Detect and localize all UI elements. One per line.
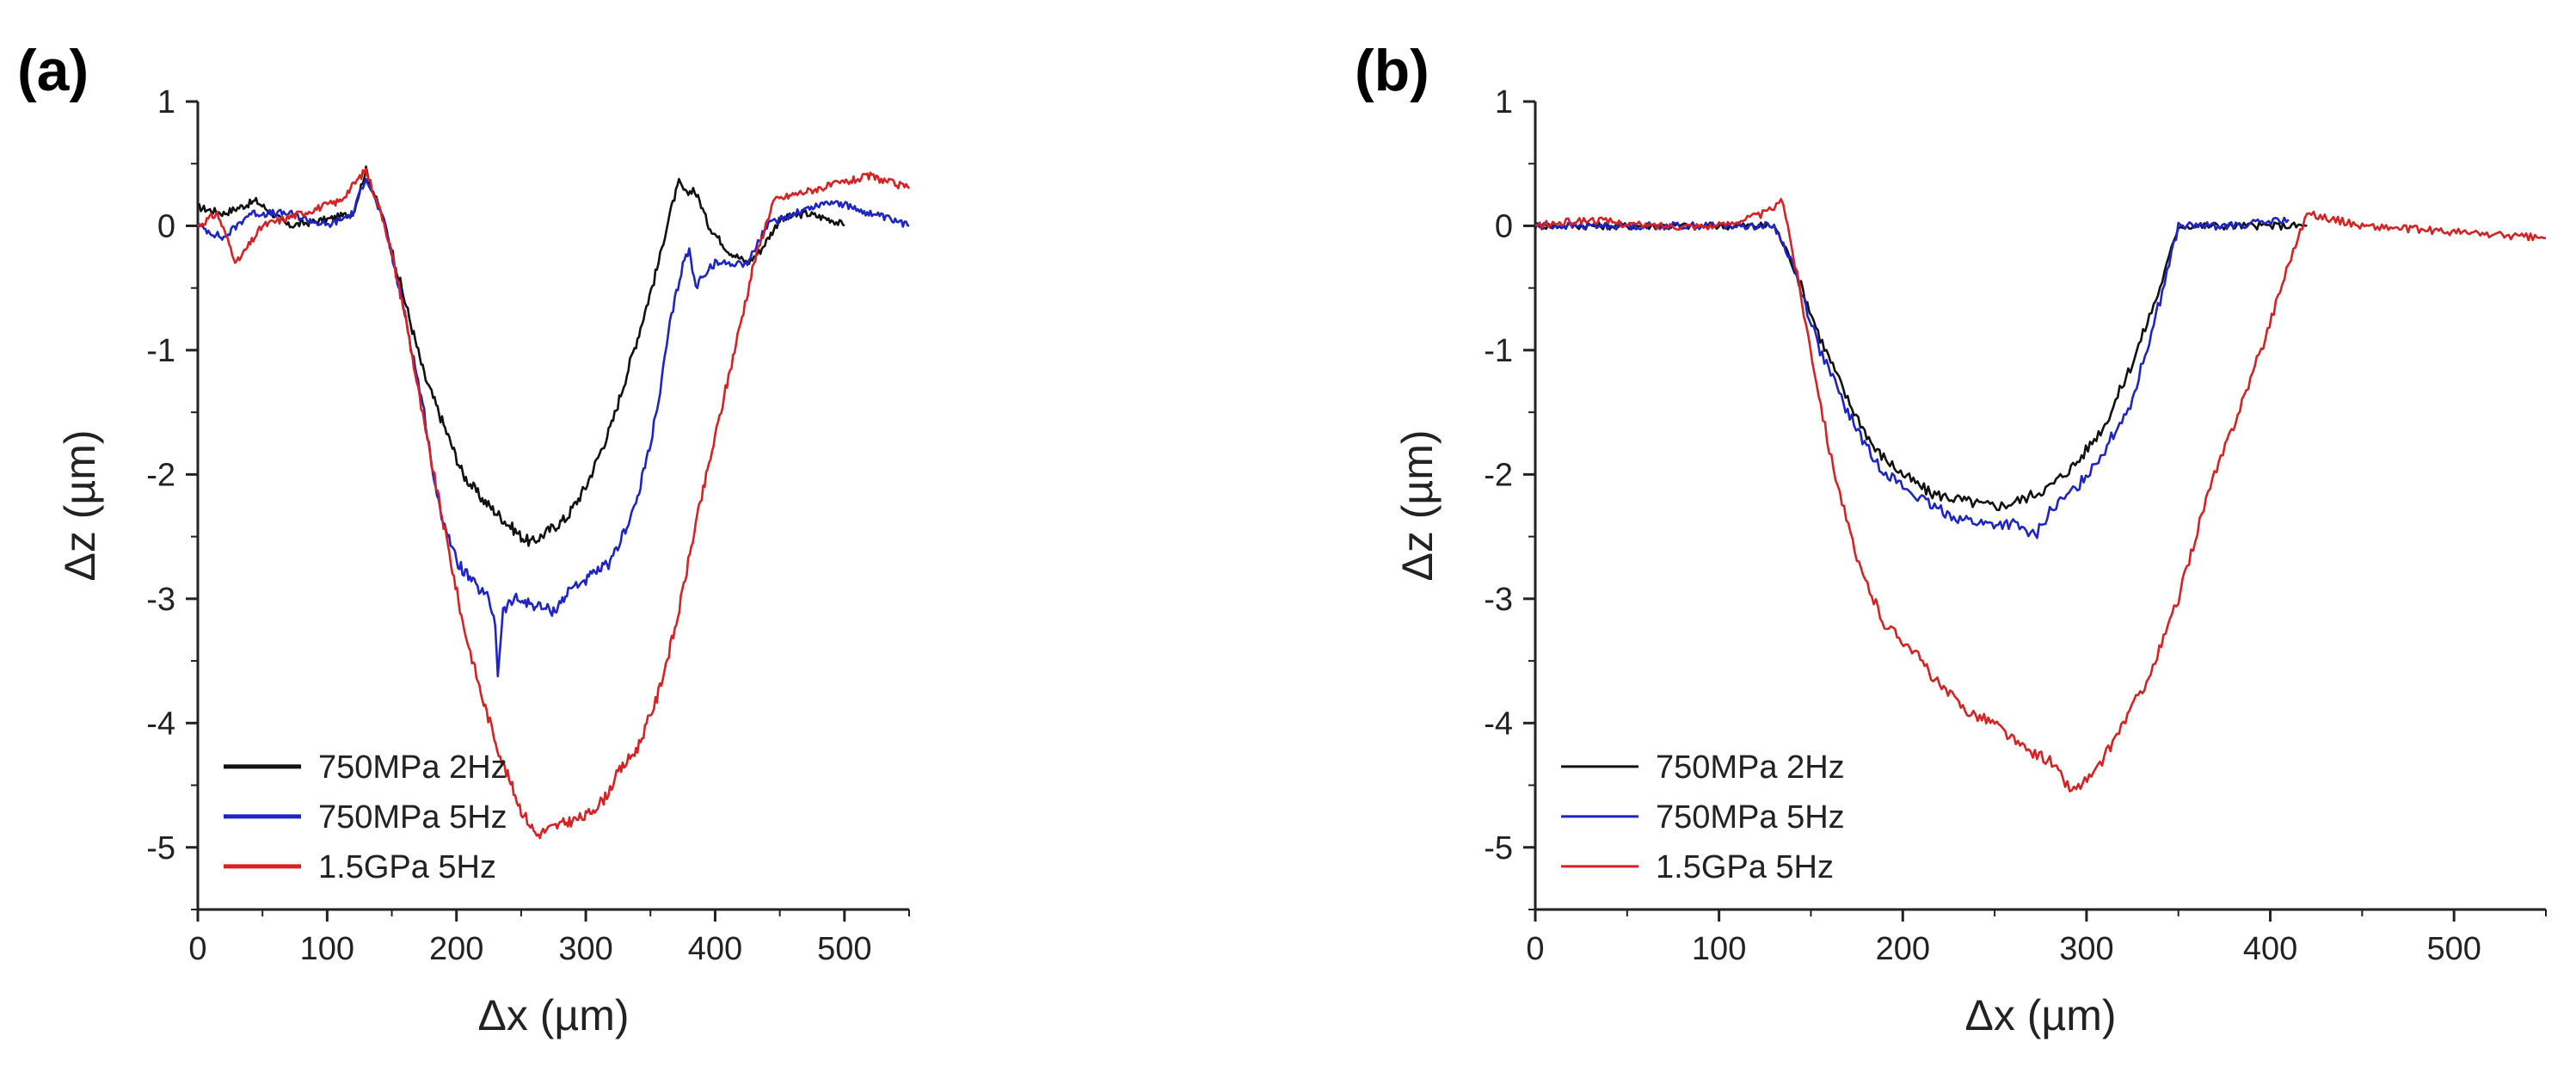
series-line-1-5gpa-5hz	[196, 167, 911, 840]
legend-label: 1.5GPa 5Hz	[318, 849, 496, 885]
panel-a: (a) 1 0 -1 -2 -3 -4 -5 0 100 200 300 400 500 Δx (µm) Δ…	[17, 38, 911, 1039]
y-axis-title: Δz (µm)	[56, 429, 104, 581]
x-tick-label: 500	[2426, 931, 2481, 967]
y-tick-label: 1	[157, 84, 175, 120]
panel-label-a: (a)	[17, 38, 89, 103]
x-tick-label: 500	[817, 931, 871, 967]
y-tick-label: 1	[1495, 84, 1513, 120]
x-tick-label: 300	[558, 931, 612, 967]
legend-label: 750MPa 2Hz	[318, 749, 507, 786]
x-axis-title: Δx (µm)	[1964, 991, 2116, 1039]
legend-label: 1.5GPa 5Hz	[1656, 849, 1834, 885]
y-axis-title: Δz (µm)	[1393, 429, 1442, 581]
legend-label: 750MPa 2Hz	[1656, 749, 1845, 786]
x-tick-label: 0	[188, 931, 206, 967]
y-tick-label: -5	[1484, 830, 1513, 866]
y-tick-label: -2	[1484, 457, 1513, 493]
series-line-750mpa-2hz	[197, 165, 845, 547]
panel-b: (b) 1 0 -1 -2 -3 -4 -5 0 100 200 300 400 500 Δx (µm) Δ…	[1355, 38, 2547, 1039]
y-tick-label: -4	[146, 706, 175, 742]
x-tick-label: 400	[2243, 931, 2297, 967]
y-tick-label: -1	[1484, 333, 1513, 369]
series-line-750mpa-5hz	[196, 177, 910, 678]
y-tick-label: -5	[146, 830, 175, 866]
panel-label-b: (b)	[1355, 38, 1429, 103]
y-tick-label: 0	[157, 208, 175, 244]
y-tick-label: -3	[1484, 582, 1513, 618]
series-line-1-5gpa-5hz	[1534, 198, 2547, 792]
x-tick-label: 0	[1526, 931, 1544, 967]
x-tick-label: 200	[1876, 931, 1930, 967]
x-axis-title: Δx (µm)	[477, 991, 629, 1039]
legend-label: 750MPa 5Hz	[1656, 799, 1845, 836]
y-tick-label: -1	[146, 333, 175, 369]
x-tick-label: 300	[2059, 931, 2113, 967]
x-tick-label: 400	[688, 931, 742, 967]
x-tick-label: 100	[300, 931, 354, 967]
y-tick-label: -3	[146, 582, 175, 618]
legend-label: 750MPa 5Hz	[318, 799, 507, 836]
plot-b: 1 0 -1 -2 -3 -4 -5 0 100 200 300 400 500 Δx (µm) Δz (µ…	[1393, 84, 2547, 1039]
plot-a: 1 0 -1 -2 -3 -4 -5 0 100 200 300 400 500 Δx (µm) Δz (µ…	[56, 84, 911, 1039]
x-tick-label: 100	[1692, 931, 1746, 967]
y-tick-label: -2	[146, 457, 175, 493]
y-tick-label: 0	[1495, 208, 1513, 244]
y-tick-label: -4	[1484, 706, 1513, 742]
x-tick-label: 200	[429, 931, 483, 967]
